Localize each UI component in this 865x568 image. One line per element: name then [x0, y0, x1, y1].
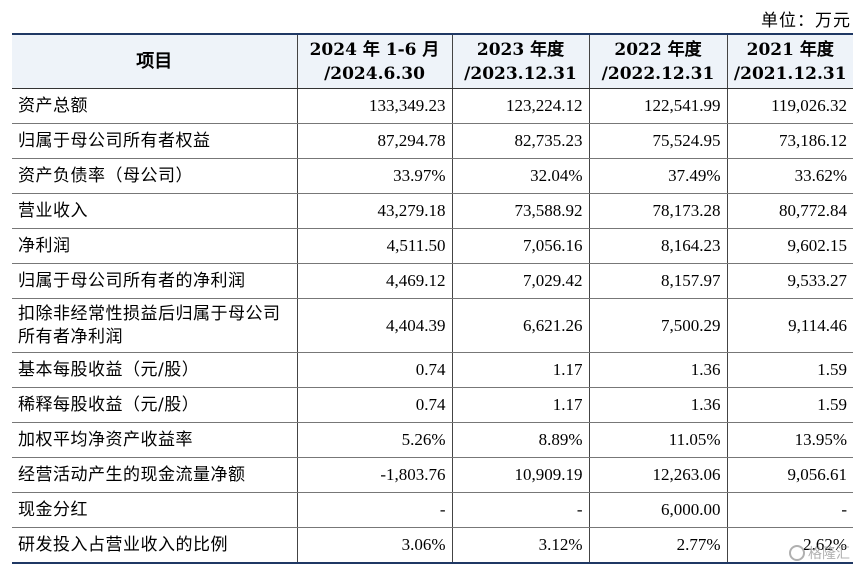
header-period-2023-line1: 2023 年度 [476, 39, 565, 60]
row-label: 净利润 [12, 228, 298, 264]
row-label: 资产总额 [12, 88, 298, 124]
cell-value: 75,524.95 [588, 123, 728, 159]
cell-value: 33.62% [726, 158, 853, 194]
cell-value: 3.12% [451, 527, 590, 564]
cell-value: 12,263.06 [588, 457, 728, 493]
cell-value: 33.97% [296, 158, 453, 194]
table-row: 加权平均净资产收益率 5.26% 8.89% 11.05% 13.95% [12, 422, 853, 458]
cell-value: 6,621.26 [451, 298, 590, 353]
cell-value: 9,056.61 [726, 457, 853, 493]
header-period-2023-line2: /2023.12.31 [464, 63, 577, 84]
cell-value: 1.36 [588, 387, 728, 423]
cell-value: 4,469.12 [296, 263, 453, 299]
cell-value: 82,735.23 [451, 123, 590, 159]
watermark: 格隆汇 [789, 542, 859, 564]
cell-value: 11.05% [588, 422, 728, 458]
header-period-2021-line1: 2021 年度 [746, 39, 834, 60]
cell-value: 5.26% [296, 422, 453, 458]
header-period-2024h1-line1: 2024 年 1-6 月 [309, 39, 440, 60]
financial-table: 项目 2024 年 1-6 月 /2024.6.30 2023 年度 /2023… [12, 33, 853, 564]
cell-value: 9,533.27 [726, 263, 853, 299]
row-label: 经营活动产生的现金流量净额 [12, 457, 298, 493]
table-row: 扣除非经常性损益后归属于母公司所有者净利润 4,404.39 6,621.26 … [12, 298, 853, 353]
cell-value: - [726, 492, 853, 528]
cell-value: - [451, 492, 590, 528]
cell-value: 4,404.39 [296, 298, 453, 353]
cell-value: 32.04% [451, 158, 590, 194]
header-row: 项目 2024 年 1-6 月 /2024.6.30 2023 年度 /2023… [12, 34, 853, 89]
cell-value: 8,164.23 [588, 228, 728, 264]
row-label: 基本每股收益（元/股） [12, 352, 298, 388]
cell-value: - [296, 492, 453, 528]
row-label: 现金分红 [12, 492, 298, 528]
table-row: 稀释每股收益（元/股） 0.74 1.17 1.36 1.59 [12, 387, 853, 423]
table-row: 现金分红 - - 6,000.00 - [12, 492, 853, 528]
cell-value: 78,173.28 [588, 193, 728, 229]
cell-value: 37.49% [588, 158, 728, 194]
table-row: 研发投入占营业收入的比例 3.06% 3.12% 2.77% 2.62% [12, 527, 853, 564]
table-row: 归属于母公司所有者权益 87,294.78 82,735.23 75,524.9… [12, 123, 853, 159]
header-period-2021-line2: /2021.12.31 [733, 63, 847, 84]
row-label: 研发投入占营业收入的比例 [12, 527, 298, 564]
cell-value: 7,500.29 [588, 298, 728, 353]
table-row: 经营活动产生的现金流量净额 -1,803.76 10,909.19 12,263… [12, 457, 853, 493]
cell-value: 6,000.00 [588, 492, 728, 528]
cell-value: 1.59 [726, 352, 853, 388]
header-period-2022: 2022 年度 /2022.12.31 [588, 34, 728, 89]
cell-value: 123,224.12 [451, 88, 590, 124]
cell-value: 133,349.23 [296, 88, 453, 124]
cell-value: 9,114.46 [726, 298, 853, 353]
row-label: 加权平均净资产收益率 [12, 422, 298, 458]
header-period-2023: 2023 年度 /2023.12.31 [451, 34, 590, 89]
row-label: 扣除非经常性损益后归属于母公司所有者净利润 [12, 298, 298, 353]
cell-value: 43,279.18 [296, 193, 453, 229]
cell-value: 73,186.12 [726, 123, 853, 159]
table-row: 营业收入 43,279.18 73,588.92 78,173.28 80,77… [12, 193, 853, 229]
cell-value: 119,026.32 [726, 88, 853, 124]
row-label: 稀释每股收益（元/股） [12, 387, 298, 423]
header-period-2022-line1: 2022 年度 [614, 39, 702, 60]
cell-value: 2.77% [588, 527, 728, 564]
cell-value: 73,588.92 [451, 193, 590, 229]
cell-value: 1.36 [588, 352, 728, 388]
cell-value: 1.59 [726, 387, 853, 423]
cell-value: 80,772.84 [726, 193, 853, 229]
cell-value: 8,157.97 [588, 263, 728, 299]
cell-value: 1.17 [451, 387, 590, 423]
row-label: 资产负债率（母公司） [12, 158, 298, 194]
cell-value: 7,056.16 [451, 228, 590, 264]
cell-value: 0.74 [296, 352, 453, 388]
table-row: 资产负债率（母公司） 33.97% 32.04% 37.49% 33.62% [12, 158, 853, 194]
unit-label: 单位：万元 [761, 11, 851, 31]
cell-value: 87,294.78 [296, 123, 453, 159]
logo-icon [789, 545, 805, 561]
cell-value: 0.74 [296, 387, 453, 423]
cell-value: -1,803.76 [296, 457, 453, 493]
header-period-2022-line2: /2022.12.31 [601, 63, 715, 84]
cell-value: 10,909.19 [451, 457, 590, 493]
row-label: 归属于母公司所有者权益 [12, 123, 298, 159]
watermark-text: 格隆汇 [808, 546, 850, 562]
cell-value: 4,511.50 [296, 228, 453, 264]
header-period-2024h1: 2024 年 1-6 月 /2024.6.30 [296, 34, 453, 89]
header-period-2024h1-line2: /2024.6.30 [324, 63, 425, 84]
header-period-2021: 2021 年度 /2021.12.31 [726, 34, 853, 89]
cell-value: 1.17 [451, 352, 590, 388]
row-label: 归属于母公司所有者的净利润 [12, 263, 298, 299]
table-row: 资产总额 133,349.23 123,224.12 122,541.99 11… [12, 88, 853, 124]
header-item: 项目 [12, 34, 298, 89]
cell-value: 9,602.15 [726, 228, 853, 264]
table-row: 归属于母公司所有者的净利润 4,469.12 7,029.42 8,157.97… [12, 263, 853, 299]
cell-value: 3.06% [296, 527, 453, 564]
table-row: 基本每股收益（元/股） 0.74 1.17 1.36 1.59 [12, 352, 853, 388]
table-row: 净利润 4,511.50 7,056.16 8,164.23 9,602.15 [12, 228, 853, 264]
cell-value: 7,029.42 [451, 263, 590, 299]
cell-value: 13.95% [726, 422, 853, 458]
row-label: 营业收入 [12, 193, 298, 229]
cell-value: 122,541.99 [588, 88, 728, 124]
cell-value: 8.89% [451, 422, 590, 458]
